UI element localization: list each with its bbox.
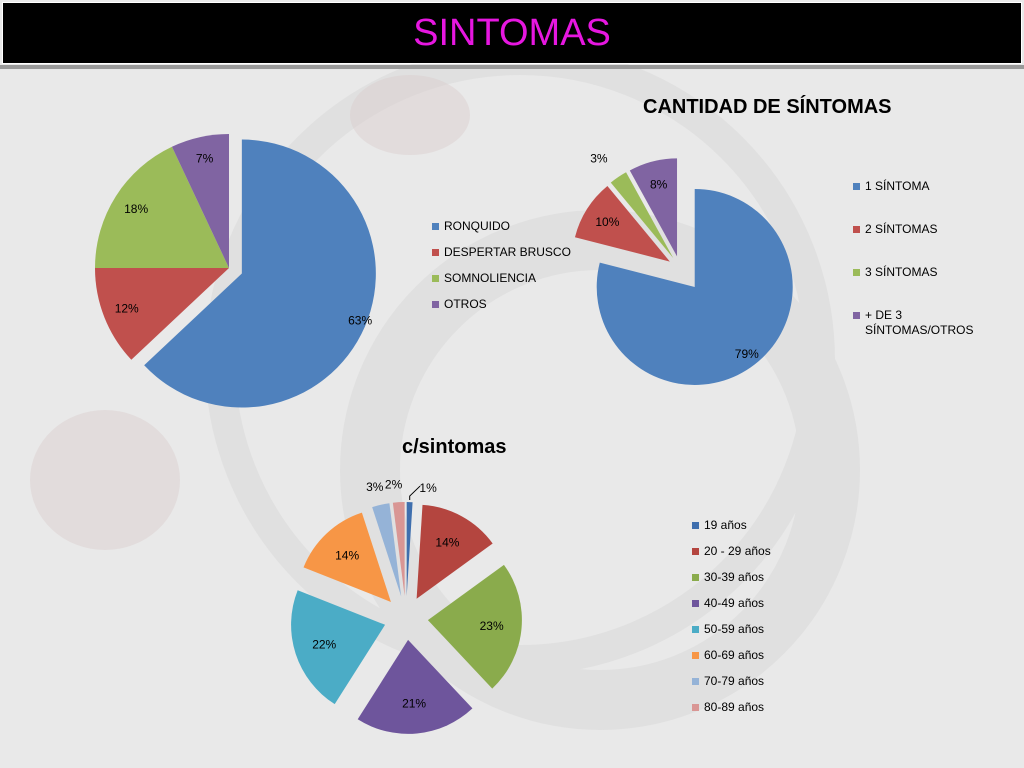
legend-swatch [432, 249, 439, 256]
legend-item-despertar-brusco: DESPERTAR BRUSCO [432, 245, 571, 260]
data-label-3-sintomas: 3% [590, 151, 608, 165]
legend-swatch [692, 652, 699, 659]
pie-slice-3-sintomas [610, 172, 674, 259]
legend-swatch [432, 301, 439, 308]
pie-slice-70-79-anos [372, 503, 402, 597]
data-label-somnoliencia: 18% [124, 202, 148, 216]
page-title: SINTOMAS [413, 11, 611, 54]
legend-label: SOMNOLIENCIA [444, 271, 537, 285]
pie-slice-30-39-anos [427, 564, 522, 689]
legend-item-somnoliencia: SOMNOLIENCIA [432, 271, 571, 286]
data-label-60-69-anos: 14% [335, 548, 359, 562]
data-label-70-79-anos: 3% [366, 480, 384, 494]
legend-label: 1 SÍNTOMA [865, 179, 930, 193]
legend-item-1-sintoma: 1 SÍNTOMA [853, 179, 973, 194]
title-divider [0, 65, 1024, 69]
pie-slice-50-59-anos [291, 590, 386, 705]
legend-item-50-59-anos: 50-59 años [692, 622, 771, 637]
legend-label: 3 SÍNTOMAS [865, 265, 938, 279]
pie-slice-somnoliencia [95, 146, 229, 268]
data-label-40-49-anos: 21% [402, 697, 426, 711]
leader-line-19-anos [409, 485, 421, 501]
data-label-ronquido: 63% [348, 313, 372, 327]
chart-1-legend: RONQUIDO DESPERTAR BRUSCO SOMNOLIENCIA OTRO… [432, 219, 571, 323]
legend-label: 2 SÍNTOMAS [865, 222, 938, 236]
legend-label: + DE 3 [865, 308, 903, 322]
pie-slice-despertar-brusco [95, 268, 229, 360]
data-label-19-anos: 1% [419, 481, 437, 495]
data-label-1-sintoma: 79% [735, 347, 759, 361]
legend-swatch [692, 704, 699, 711]
data-label-2-sintomas: 10% [595, 215, 619, 229]
pie-slice-otros [171, 134, 229, 268]
legend-swatch [692, 600, 699, 607]
data-label-despertar-brusco: 12% [115, 301, 139, 315]
legend-swatch [692, 548, 699, 555]
pie-slice-40-49-anos [357, 639, 473, 734]
legend-swatch [853, 269, 860, 276]
legend-label: 19 años [704, 518, 747, 532]
legend-item-ronquido: RONQUIDO [432, 219, 571, 234]
data-label-30-39-anos: 23% [480, 619, 504, 633]
legend-swatch [853, 312, 860, 319]
title-bar: SINTOMAS [2, 2, 1022, 64]
legend-item-2-sintomas: 2 SÍNTOMAS [853, 222, 973, 237]
legend-item-19-anos: 19 años [692, 518, 771, 533]
legend-item-60-69-anos: 60-69 años [692, 648, 771, 663]
pie-slice-1-sintoma [596, 188, 793, 385]
legend-swatch [853, 183, 860, 190]
data-label-50-59-anos: 22% [312, 638, 336, 652]
legend-label: 30-39 años [704, 570, 765, 584]
legend-swatch [432, 275, 439, 282]
legend-label: 40-49 años [704, 596, 765, 610]
pie-slice-20-29-anos [416, 504, 493, 599]
legend-item-80-89-anos: 80-89 años [692, 700, 771, 715]
legend-label: 80-89 años [704, 700, 765, 714]
data-label-otros: 7% [196, 152, 214, 166]
legend-item-70-79-anos: 70-79 años [692, 674, 771, 689]
legend-swatch [432, 223, 439, 230]
legend-label: 70-79 años [704, 674, 765, 688]
legend-label: RONQUIDO [444, 219, 510, 233]
legend-swatch [853, 226, 860, 233]
legend-item-de-3-sintomas-otros: + DE 3 SÍNTOMAS/OTROS [853, 308, 973, 338]
legend-item-20-29-anos: 20 - 29 años [692, 544, 771, 559]
legend-item-40-49-anos: 40-49 años [692, 596, 771, 611]
pie-slice-2-sintomas [574, 186, 670, 262]
legend-item-3-sintomas: 3 SÍNTOMAS [853, 265, 973, 280]
legend-swatch [692, 522, 699, 529]
legend-label: 60-69 años [704, 648, 765, 662]
legend-swatch [692, 626, 699, 633]
legend-label: SÍNTOMAS/OTROS [865, 323, 974, 337]
legend-label: 50-59 años [704, 622, 765, 636]
chart-3-legend: 19 años 20 - 29 años 30-39 años 40-49 años 5… [692, 518, 771, 726]
pie-slice-60-69-anos [303, 512, 391, 602]
legend-swatch [692, 678, 699, 685]
chart-2-legend: 1 SÍNTOMA 2 SÍNTOMAS 3 SÍNTOMAS + DE 3 SÍNT… [853, 179, 973, 366]
chart-2-title: CANTIDAD DE SÍNTOMAS [643, 96, 892, 118]
data-label-de-3-sintomas-otros: 8% [650, 178, 668, 192]
legend-label: OTROS [444, 297, 487, 311]
legend-label: 20 - 29 años [704, 544, 771, 558]
pie-slice-de-3-sintomas-otros [629, 158, 678, 257]
legend-label: DESPERTAR BRUSCO [444, 245, 571, 259]
pie-slice-80-89-anos [392, 502, 405, 597]
legend-item-otros: OTROS [432, 297, 571, 312]
chart-3-title: c/sintomas [402, 436, 507, 458]
data-label-80-89-anos: 2% [385, 477, 403, 491]
legend-swatch [692, 574, 699, 581]
pie-slice-ronquido [144, 139, 376, 408]
data-label-20-29-anos: 14% [435, 536, 459, 550]
legend-item-30-39-anos: 30-39 años [692, 570, 771, 585]
pie-slice-19-anos [406, 502, 413, 597]
